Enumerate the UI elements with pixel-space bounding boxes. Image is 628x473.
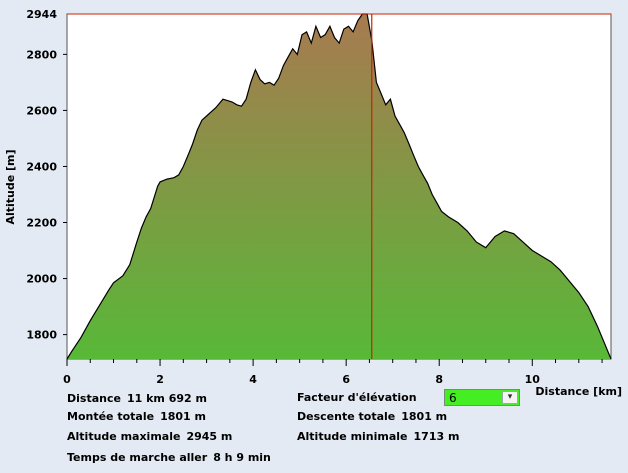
y-tick-label: 2800 [26,48,57,61]
elevation-factor-label: Facteur d'élévation [297,391,417,404]
x-tick-label: 8 [435,373,443,386]
x-tick-label: 2 [156,373,164,386]
y-tick-label: 2200 [26,217,57,230]
x-axis-title: Distance [km] [535,385,622,398]
distance-value: 11 km 692 m [126,392,207,405]
chevron-down-icon[interactable]: ▾ [502,391,518,404]
max-altitude-stat: Altitude maximale 2945 m [67,430,232,443]
y-tick-label: 2600 [26,104,57,117]
descent-value: 1801 m [401,410,448,423]
walk-time-stat: Temps de marche aller 8 h 9 min [67,451,271,464]
x-tick-label: 0 [63,373,71,386]
elevation-factor-select[interactable]: 6 ▾ [444,389,520,406]
x-tick-label: 4 [249,373,257,386]
distance-label: Distance [67,392,121,405]
min-altitude-value: 1713 m [413,430,460,443]
min-altitude-label: Altitude minimale [297,430,408,443]
max-altitude-stat-label: Altitude maximale [67,430,181,443]
y-tick-label: 2400 [26,160,57,173]
y-tick-label: 2000 [26,273,57,286]
ascent-value: 1801 m [160,410,206,423]
x-tick-label: 10 [525,373,541,386]
walk-time-label: Temps de marche aller [67,451,208,464]
x-tick-label: 6 [342,373,350,386]
ascent-label: Montée totale [67,410,155,423]
elevation-line [66,13,612,360]
distance-stat: Distance 11 km 692 m [67,392,207,405]
descent-label: Descente totale [297,410,396,423]
min-altitude-stat: Altitude minimale 1713 m [297,430,459,443]
elevation-area [67,14,611,359]
descent-stat: Descente totale 1801 m [297,410,447,423]
ascent-stat: Montée totale 1801 m [67,410,206,423]
y-tick-label: 1800 [26,329,57,342]
walk-time-value: 8 h 9 min [213,451,271,464]
y-axis-title: Altitude [m] [4,149,17,224]
max-altitude-value: 2945 m [186,430,233,443]
max-altitude-label: 2944 [26,8,57,21]
elevation-factor-value: 6 [449,391,457,405]
